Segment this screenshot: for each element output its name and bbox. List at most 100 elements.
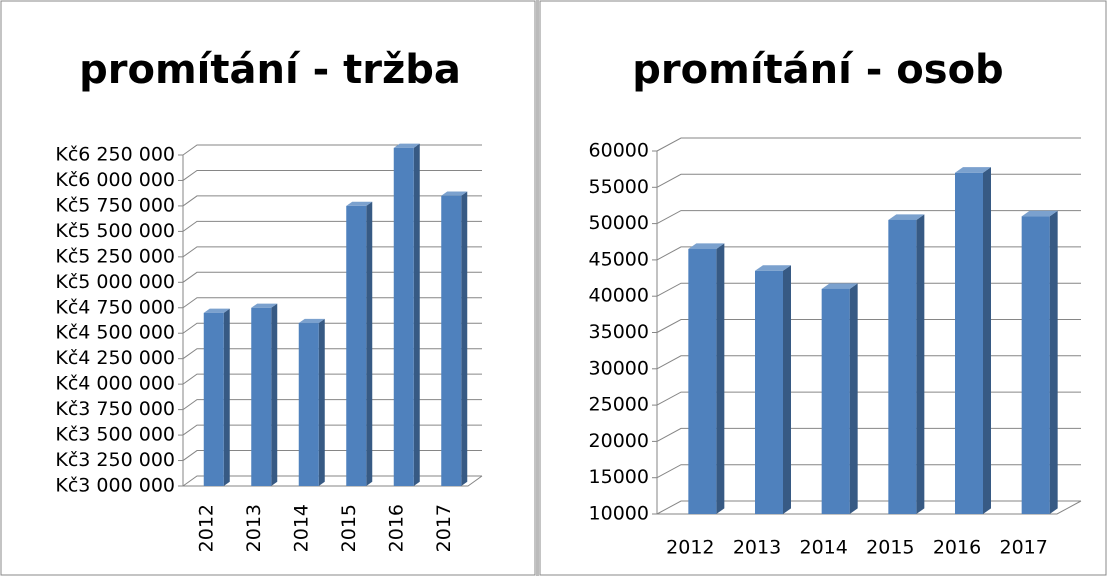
grid-line — [182, 399, 482, 411]
grid-line — [656, 319, 1081, 333]
grid-line — [656, 427, 1081, 442]
grid-line — [656, 210, 1081, 225]
x-tick-label: 2014 — [290, 504, 312, 552]
bar-top — [441, 191, 468, 196]
bar-side — [849, 283, 858, 514]
y-tick-label: Kč3 750 000 — [55, 398, 175, 420]
x-tick-label: 2014 — [799, 537, 847, 559]
grid-line — [656, 173, 1081, 188]
bar-side — [366, 201, 373, 486]
floor — [183, 475, 483, 487]
bar — [393, 147, 414, 486]
panel — [0, 0, 536, 576]
bar-side — [783, 265, 791, 514]
grid-line — [182, 450, 482, 461]
grid-line — [182, 348, 482, 360]
y-tick-label: 35000 — [589, 321, 649, 343]
y-tick-label: Kč3 500 000 — [55, 424, 175, 446]
y-tick-label: 45000 — [589, 248, 649, 270]
y-tick-label: Kč5 500 000 — [55, 220, 175, 242]
y-tick-label: Kč5 250 000 — [55, 245, 175, 267]
bar-top — [203, 308, 230, 313]
grid-line — [182, 144, 482, 156]
bar-top — [346, 201, 373, 206]
bar — [441, 195, 462, 486]
y-tick-label: 20000 — [589, 430, 649, 452]
grid-line — [182, 373, 482, 385]
y-tick-label: Kč3 250 000 — [55, 449, 175, 471]
x-tick-label: 2012 — [666, 537, 714, 559]
grid-line — [656, 246, 1081, 261]
bar — [955, 172, 983, 514]
floor — [657, 500, 1082, 515]
grid-line — [656, 137, 1081, 152]
bar — [1021, 216, 1050, 514]
bar — [203, 312, 224, 486]
panel — [539, 0, 1107, 576]
y-tick-label: 60000 — [589, 140, 649, 162]
y-tick-label: 40000 — [589, 285, 649, 307]
grid-line — [182, 475, 482, 487]
x-tick-label: 2015 — [866, 537, 914, 559]
y-tick-label: Kč4 750 000 — [55, 296, 175, 318]
grid-line — [656, 391, 1081, 406]
x-tick-label: 2015 — [338, 504, 360, 552]
y-tick-label: 50000 — [589, 212, 649, 234]
grid-line — [656, 282, 1081, 297]
grid-line — [182, 246, 482, 258]
grid-line — [182, 195, 482, 207]
bar-side — [413, 143, 420, 486]
y-tick-label: Kč6 000 000 — [55, 169, 175, 191]
bar — [251, 307, 272, 486]
x-tick-label: 2013 — [733, 537, 781, 559]
bar — [821, 288, 850, 514]
y-tick-label: Kč3 000 000 — [55, 475, 175, 497]
y-tick-label: 30000 — [589, 357, 649, 379]
y-tick-label: Kč5 750 000 — [55, 194, 175, 216]
chart-title: promítání - tržba — [79, 47, 461, 93]
x-tick-label: 2016 — [933, 537, 981, 559]
bar-top — [298, 318, 325, 324]
bar-side — [318, 318, 325, 486]
grid-line — [182, 424, 482, 436]
bar-top — [1021, 210, 1058, 217]
y-tick-label: Kč4 500 000 — [55, 322, 175, 344]
x-tick-label: 2016 — [385, 504, 407, 552]
x-tick-label: 2017 — [433, 504, 455, 552]
grid-line — [182, 271, 482, 283]
x-tick-label: 2012 — [195, 504, 217, 552]
y-tick-label: 55000 — [589, 176, 649, 198]
bar-top — [251, 303, 278, 308]
y-tick-label: 10000 — [589, 503, 649, 525]
bar-top — [393, 143, 420, 148]
bar-top — [955, 167, 991, 173]
bar — [298, 323, 319, 486]
bar — [888, 219, 917, 514]
grid-line — [182, 297, 482, 309]
bar-side — [716, 243, 725, 514]
bar-top — [888, 214, 925, 220]
y-tick-label: Kč6 250 000 — [55, 144, 175, 166]
bar-side — [271, 303, 278, 486]
y-tick-label: Kč5 000 000 — [55, 271, 175, 293]
chart-title: promítání - osob — [632, 47, 1003, 93]
bar-side — [1049, 210, 1058, 515]
grid-line — [656, 500, 1081, 515]
bar-side — [916, 214, 925, 514]
bar — [346, 205, 367, 486]
bar-top — [821, 283, 858, 289]
bar-side — [461, 191, 468, 487]
grid-line — [656, 355, 1081, 370]
grid-line — [182, 220, 482, 232]
y-tick-label: 25000 — [589, 394, 649, 416]
x-tick-label: 2017 — [999, 537, 1047, 559]
grid-line — [656, 464, 1081, 479]
bar-side — [983, 167, 991, 514]
y-tick-label: Kč4 000 000 — [55, 373, 175, 395]
y-tick-label: 15000 — [589, 466, 649, 488]
bar-top — [688, 243, 725, 250]
x-tick-label: 2013 — [243, 504, 265, 552]
grid-line — [182, 169, 482, 181]
bar-top — [755, 265, 791, 271]
